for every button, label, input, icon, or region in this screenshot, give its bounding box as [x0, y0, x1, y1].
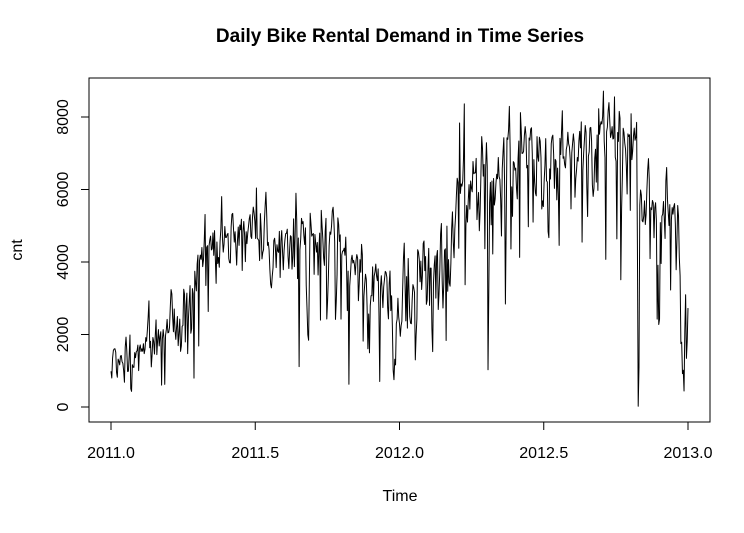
x-axis: 2011.0 2011.5 2012.0 2012.5 2013.0	[87, 421, 713, 462]
x-tick-label: 2013.0	[664, 445, 713, 462]
x-tick-label: 2012.0	[375, 445, 424, 462]
series-line-0	[110, 90, 689, 407]
y-axis: 0 2000 4000 6000 8000	[55, 99, 90, 411]
x-tick-label: 2011.5	[231, 445, 279, 462]
y-tick-label: 0	[55, 402, 72, 411]
y-tick-label: 2000	[55, 317, 72, 353]
plot-frame	[88, 77, 711, 423]
y-tick-label: 8000	[55, 99, 72, 135]
x-tick-label: 2012.5	[519, 445, 568, 462]
series-group	[110, 90, 689, 407]
x-axis-label: Time	[383, 488, 418, 505]
x-tick-label: 2011.0	[87, 445, 135, 462]
y-axis-label: cnt	[9, 239, 26, 261]
y-tick-label: 4000	[55, 244, 72, 280]
chart-title: Daily Bike Rental Demand in Time Series	[216, 26, 584, 47]
y-tick-label: 6000	[55, 172, 72, 208]
